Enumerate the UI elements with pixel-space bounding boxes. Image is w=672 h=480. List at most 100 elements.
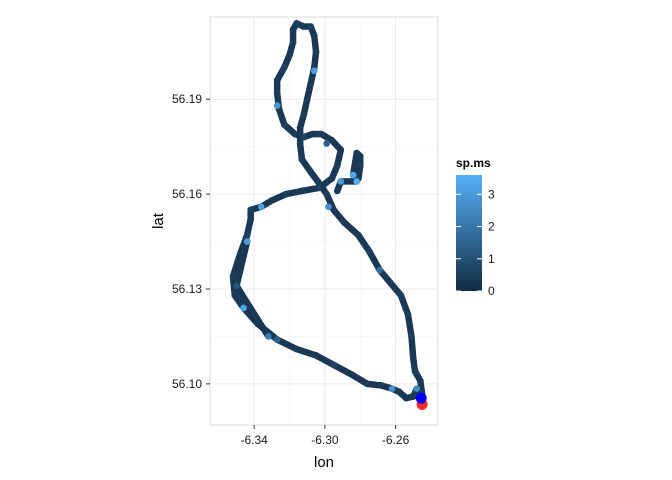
track-point: [282, 190, 290, 198]
track-point: [417, 377, 424, 385]
track-point: [388, 385, 396, 392]
track-point: [395, 388, 403, 396]
legend-tick-label: 1: [488, 252, 495, 266]
legend-colorbar: [456, 175, 482, 291]
track-point: [341, 219, 348, 226]
track-point: [300, 23, 307, 30]
track-point: [314, 178, 322, 185]
y-tick-label: 56.10: [172, 377, 202, 391]
y-tick-label: 56.16: [172, 187, 202, 201]
track-point: [307, 80, 315, 87]
track-point: [273, 102, 281, 109]
track-point: [378, 382, 385, 389]
track-point: [298, 187, 306, 195]
y-axis-title: lat: [150, 212, 167, 229]
track-points: [229, 20, 426, 408]
track-point: [312, 48, 320, 56]
track-point: [243, 231, 251, 239]
x-axis: -6.34 -6.30 -6.26: [241, 425, 410, 447]
track-point: [312, 352, 320, 359]
track-point: [328, 175, 336, 182]
track-point: [349, 171, 357, 179]
y-tick-label: 56.19: [172, 92, 202, 106]
track-point: [397, 292, 405, 299]
x-axis-title: lon: [314, 454, 334, 471]
track-point: [243, 238, 251, 245]
x-tick-label: -6.26: [382, 433, 410, 447]
track-point: [318, 130, 325, 138]
track-point: [408, 333, 415, 340]
track-point: [356, 162, 364, 169]
track-point: [376, 266, 383, 274]
track-point: [337, 178, 345, 185]
track-point: [333, 187, 341, 195]
track-point: [330, 206, 338, 214]
track-point: [307, 168, 315, 176]
track-point: [280, 121, 288, 128]
track-point: [325, 203, 332, 211]
track-point: [280, 64, 288, 71]
track-point: [307, 23, 315, 30]
track-point: [240, 304, 247, 312]
track-point: [303, 95, 311, 103]
track-point: [236, 250, 244, 258]
track-point: [330, 361, 338, 369]
track-point: [353, 149, 360, 157]
x-tick-label: -6.30: [311, 433, 339, 447]
track-point: [310, 32, 318, 40]
track-point: [298, 156, 306, 163]
track-point: [291, 130, 299, 138]
track-point: [409, 355, 417, 362]
legend-tick-label: 3: [488, 187, 495, 201]
track-point: [323, 140, 330, 147]
track-point: [296, 140, 304, 147]
track-point: [328, 137, 336, 144]
track-point: [257, 203, 265, 211]
track-point: [411, 367, 419, 375]
track-point: [333, 162, 341, 169]
legend-tick-label: 2: [488, 220, 495, 234]
track-point: [296, 124, 304, 131]
track-point: [386, 279, 394, 286]
grid: [210, 17, 438, 425]
track-point: [353, 178, 360, 185]
track-point: [365, 247, 373, 255]
track-point: [254, 320, 262, 328]
x-tick-label: -6.34: [241, 433, 269, 447]
track-point: [273, 89, 281, 97]
track-point: [413, 385, 421, 392]
track-point: [293, 20, 300, 27]
track-point: [247, 216, 254, 223]
track-point: [323, 190, 330, 198]
legend-ticks: 0 1 2 3: [456, 187, 495, 298]
track-point: [247, 206, 254, 214]
endpoint-markers: [415, 392, 428, 410]
legend: sp.ms 0 1 2 3: [456, 156, 495, 298]
track-point: [273, 76, 281, 84]
track-point: [231, 292, 239, 299]
panel-background: [209, 16, 439, 426]
track-point: [265, 333, 272, 340]
track-point: [355, 231, 362, 239]
track-point: [273, 336, 281, 343]
track-point: [310, 67, 318, 75]
track-point: [402, 394, 410, 402]
track-point: [289, 39, 297, 46]
track-point: [286, 51, 293, 59]
track-point: [337, 146, 345, 154]
track-point: [300, 133, 307, 141]
track-point: [233, 282, 240, 290]
legend-tick-label: 0: [488, 284, 495, 298]
track-point: [289, 26, 297, 33]
track-point: [300, 111, 307, 119]
track-point: [229, 273, 237, 280]
end-marker: [415, 392, 427, 404]
track-point: [293, 345, 300, 353]
y-tick-label: 56.13: [172, 282, 202, 296]
y-axis: 56.10 56.13 56.16 56.19: [172, 92, 210, 391]
track-point: [268, 197, 276, 204]
track-point: [364, 380, 371, 388]
track-point: [309, 130, 316, 138]
track-point: [316, 184, 323, 192]
